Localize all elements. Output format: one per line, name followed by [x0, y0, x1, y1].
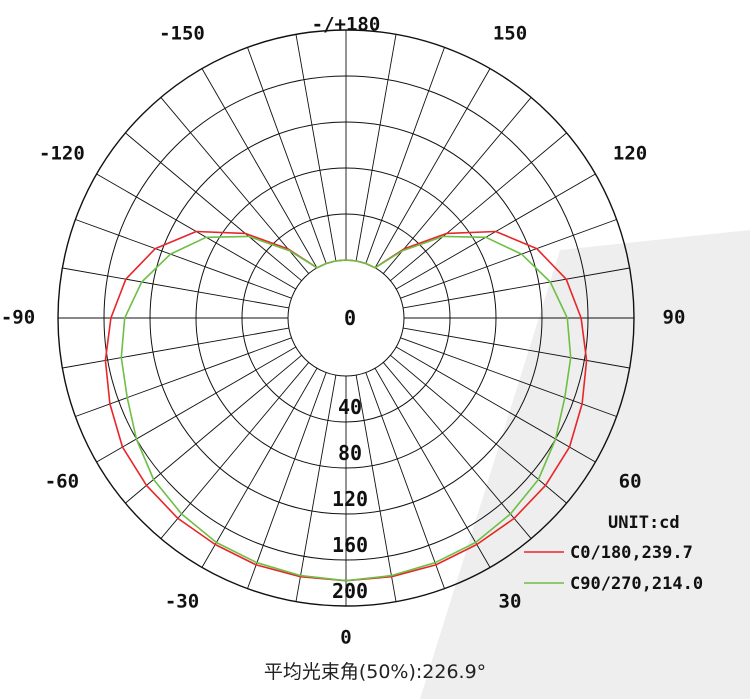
- grid-spoke: [247, 47, 327, 264]
- angle-tick-label: 120: [613, 143, 647, 165]
- grid-spoke: [395, 346, 596, 463]
- grid-spoke: [96, 346, 297, 463]
- beam-angle-caption: 平均光束角(50%):226.9°: [264, 661, 486, 683]
- grid-spoke: [355, 375, 397, 602]
- grid-spoke: [62, 327, 289, 369]
- legend: UNIT:cd C0/180,239.7 C90/270,214.0: [524, 513, 703, 594]
- angle-tick-label: -30: [165, 591, 199, 613]
- grid-spoke: [295, 375, 337, 602]
- grid-spoke: [75, 337, 292, 417]
- grid-spoke: [201, 68, 318, 269]
- grid-spoke: [400, 219, 617, 299]
- grid-spoke: [160, 97, 310, 274]
- grid-spoke: [125, 132, 302, 282]
- grid-spoke: [75, 219, 292, 299]
- series-curve-c90: [120, 235, 572, 582]
- grid-spoke: [390, 132, 567, 282]
- radius-labels: 0 40 80 120 160 200: [332, 306, 368, 603]
- grid-spoke: [382, 362, 532, 539]
- radius-tick-label: 120: [332, 487, 368, 511]
- angle-tick-label: -120: [39, 143, 85, 165]
- angle-tick-label: 60: [619, 471, 642, 493]
- legend-unit-label: UNIT:cd: [608, 513, 680, 533]
- angle-tick-label: -60: [45, 471, 79, 493]
- radius-tick-label: 200: [332, 579, 368, 603]
- angle-tick-label: 90: [663, 307, 686, 329]
- grid-spokes: [58, 30, 634, 606]
- radius-tick-label: 80: [338, 441, 362, 465]
- grid-spoke: [400, 337, 617, 417]
- radius-tick-label: 0: [344, 306, 356, 330]
- grid-spoke: [201, 367, 318, 568]
- grid-spoke: [160, 362, 310, 539]
- angle-tick-label: 0: [340, 627, 351, 649]
- angle-tick-label: 30: [499, 591, 522, 613]
- grid-spoke: [247, 372, 327, 589]
- radius-tick-label: 160: [332, 533, 368, 557]
- background-shade-band: [420, 230, 750, 699]
- angle-tick-label: -90: [1, 307, 35, 329]
- grid-spoke: [295, 34, 337, 261]
- grid-spoke: [355, 34, 397, 261]
- grid-spoke: [62, 267, 289, 309]
- grid-spoke: [125, 354, 302, 504]
- grid-spoke: [374, 68, 491, 269]
- grid-spoke: [365, 372, 445, 589]
- grid-spoke: [365, 47, 445, 264]
- angle-tick-label: 150: [493, 22, 527, 44]
- grid-spoke: [403, 327, 630, 369]
- radius-tick-label: 40: [338, 395, 362, 419]
- grid-spoke: [390, 354, 567, 504]
- grid-spoke: [382, 97, 532, 274]
- angle-tick-label: -150: [159, 22, 205, 44]
- grid-spoke: [403, 267, 630, 309]
- angle-tick-label: -/+180: [312, 14, 381, 36]
- legend-label-c0: C0/180,239.7: [570, 543, 693, 563]
- legend-label-c90: C90/270,214.0: [570, 574, 703, 594]
- series-layer: [104, 230, 588, 582]
- angle-labels: 0 30 60 90 120 150 -/+180 -150 -120 -90 -60 -30: [1, 14, 686, 649]
- grid-spoke: [374, 367, 491, 568]
